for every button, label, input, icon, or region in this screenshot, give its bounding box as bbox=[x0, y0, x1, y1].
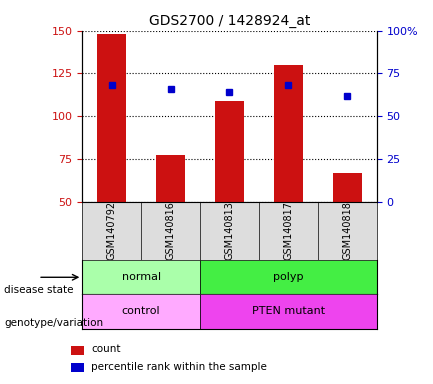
Text: GSM140817: GSM140817 bbox=[283, 201, 294, 260]
Text: control: control bbox=[122, 306, 161, 316]
Text: normal: normal bbox=[122, 272, 161, 282]
Text: genotype/variation: genotype/variation bbox=[4, 318, 103, 328]
Bar bbox=[200, 295, 377, 329]
Text: GSM140813: GSM140813 bbox=[224, 202, 235, 260]
Title: GDS2700 / 1428924_at: GDS2700 / 1428924_at bbox=[149, 14, 310, 28]
Bar bbox=[274, 65, 303, 202]
Text: count: count bbox=[91, 344, 120, 354]
Text: GSM140816: GSM140816 bbox=[165, 202, 176, 260]
Bar bbox=[200, 260, 377, 295]
Bar bbox=[97, 34, 126, 202]
Text: GSM140792: GSM140792 bbox=[107, 201, 117, 260]
Text: PTEN mutant: PTEN mutant bbox=[252, 306, 325, 316]
Bar bbox=[156, 156, 185, 202]
Bar bbox=[333, 172, 362, 202]
Bar bbox=[82, 295, 200, 329]
Bar bbox=[215, 101, 244, 202]
Text: polyp: polyp bbox=[273, 272, 304, 282]
Text: GSM140818: GSM140818 bbox=[342, 202, 352, 260]
Bar bbox=[82, 260, 200, 295]
Text: percentile rank within the sample: percentile rank within the sample bbox=[91, 362, 267, 372]
Text: disease state: disease state bbox=[4, 285, 74, 295]
